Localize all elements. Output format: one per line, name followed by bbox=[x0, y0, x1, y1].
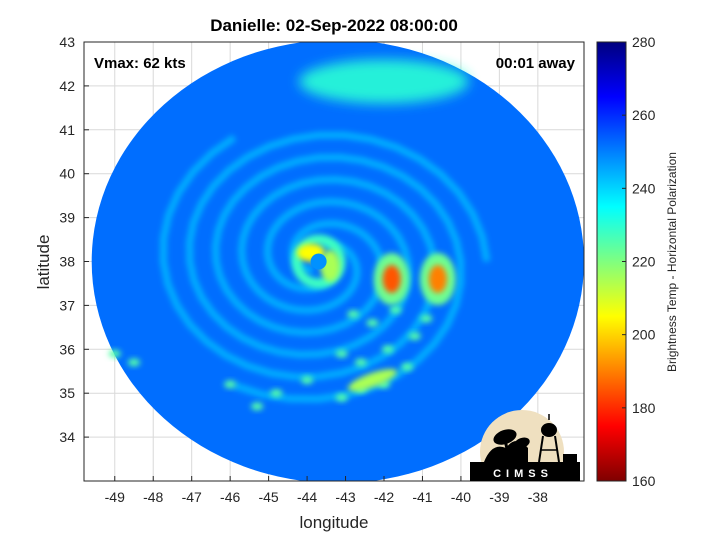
convective-cell bbox=[128, 358, 140, 367]
y-tick-label: 42 bbox=[59, 78, 75, 94]
x-tick-label: -46 bbox=[220, 489, 240, 505]
storm-eye bbox=[310, 253, 327, 270]
colorbar-tick-label: 200 bbox=[632, 327, 656, 343]
y-tick-label: 40 bbox=[59, 166, 75, 182]
rain-band bbox=[212, 153, 465, 403]
colorbar-tick-label: 280 bbox=[632, 34, 656, 50]
y-axis-label: latitude bbox=[34, 235, 53, 290]
x-tick-label: -41 bbox=[412, 489, 432, 505]
plot-area: -49 -48 -47 -46 -45 -44 -43 -42 -41 -40 -39 -38 343… bbox=[59, 34, 585, 505]
eyewall-ring bbox=[291, 234, 346, 289]
y-tick-label: 41 bbox=[59, 122, 75, 138]
colorbar-label: Brightness Temp - Horizontal Polarizatio… bbox=[665, 152, 679, 372]
y-tick-label: 38 bbox=[59, 254, 75, 270]
brightness-temp-field bbox=[91, 42, 584, 481]
convective-cell bbox=[251, 402, 264, 411]
convective-cell bbox=[108, 349, 121, 358]
vmax-annotation: Vmax: 62 kts bbox=[94, 55, 186, 72]
x-axis-label: longitude bbox=[299, 513, 368, 532]
colorbar-gradient bbox=[596, 41, 627, 482]
colorbar-tick-label: 160 bbox=[632, 473, 656, 489]
x-tick-label: -47 bbox=[182, 489, 202, 505]
time-offset-annotation: 00:01 away bbox=[496, 55, 576, 72]
x-tick-label: -45 bbox=[258, 489, 278, 505]
convective-cell bbox=[366, 318, 379, 327]
y-axis: 34 35 36 37 38 39 40 41 42 43 bbox=[59, 34, 89, 445]
rain-band bbox=[186, 131, 491, 359]
colorbar-tick-label: 240 bbox=[632, 180, 656, 196]
convective-cell bbox=[224, 380, 237, 389]
y-tick-label: 36 bbox=[59, 341, 75, 357]
warm-region bbox=[299, 59, 469, 104]
y-tick-label: 43 bbox=[59, 34, 75, 50]
convective-cell bbox=[354, 358, 367, 367]
colorbar-tick-label: 220 bbox=[632, 254, 656, 270]
convective-cell bbox=[420, 314, 433, 323]
convective-cell bbox=[270, 389, 283, 398]
rainband-core-1 bbox=[382, 265, 401, 294]
convective-cell bbox=[389, 305, 402, 314]
x-tick-label: -38 bbox=[528, 489, 548, 505]
swath bbox=[91, 42, 584, 481]
convective-cell bbox=[401, 362, 414, 371]
colorbar: 160 180 200 220 240 260 280 Brightness Temp - … bbox=[596, 34, 679, 489]
y-tick-label: 37 bbox=[59, 297, 75, 313]
y-tick-label: 34 bbox=[59, 429, 75, 445]
y-tick-label: 35 bbox=[59, 385, 75, 401]
colorbar-ticks: 160 180 200 220 240 260 280 bbox=[622, 34, 656, 489]
x-tick-label: -39 bbox=[489, 489, 509, 505]
x-tick-label: -40 bbox=[451, 489, 471, 505]
rainband-south bbox=[347, 368, 398, 392]
colorbar-tick-label: 260 bbox=[632, 107, 656, 123]
cimss-logo: CIMSS bbox=[470, 410, 580, 481]
x-tick-label: -44 bbox=[297, 489, 317, 505]
x-tick-label: -48 bbox=[143, 489, 163, 505]
x-axis: -49 -48 -47 -46 -45 -44 -43 -42 -41 -40 -39 -38 bbox=[105, 476, 548, 505]
cimss-logo-text: CIMSS bbox=[493, 468, 553, 480]
rain-band bbox=[159, 134, 439, 381]
convective-cell bbox=[301, 376, 314, 385]
x-tick-label: -43 bbox=[335, 489, 355, 505]
colorbar-tick-label: 180 bbox=[632, 400, 656, 416]
convective-cell bbox=[408, 332, 421, 341]
x-tick-label: -42 bbox=[374, 489, 394, 505]
y-tick-label: 39 bbox=[59, 210, 75, 226]
convective-cell bbox=[335, 349, 348, 358]
x-tick-label: -49 bbox=[105, 489, 125, 505]
convective-cell bbox=[335, 393, 348, 402]
chart-title: Danielle: 02-Sep-2022 08:00:00 bbox=[210, 16, 458, 35]
convective-cell bbox=[347, 310, 360, 319]
convective-cell bbox=[381, 345, 394, 354]
rainband-core-2 bbox=[428, 265, 447, 294]
